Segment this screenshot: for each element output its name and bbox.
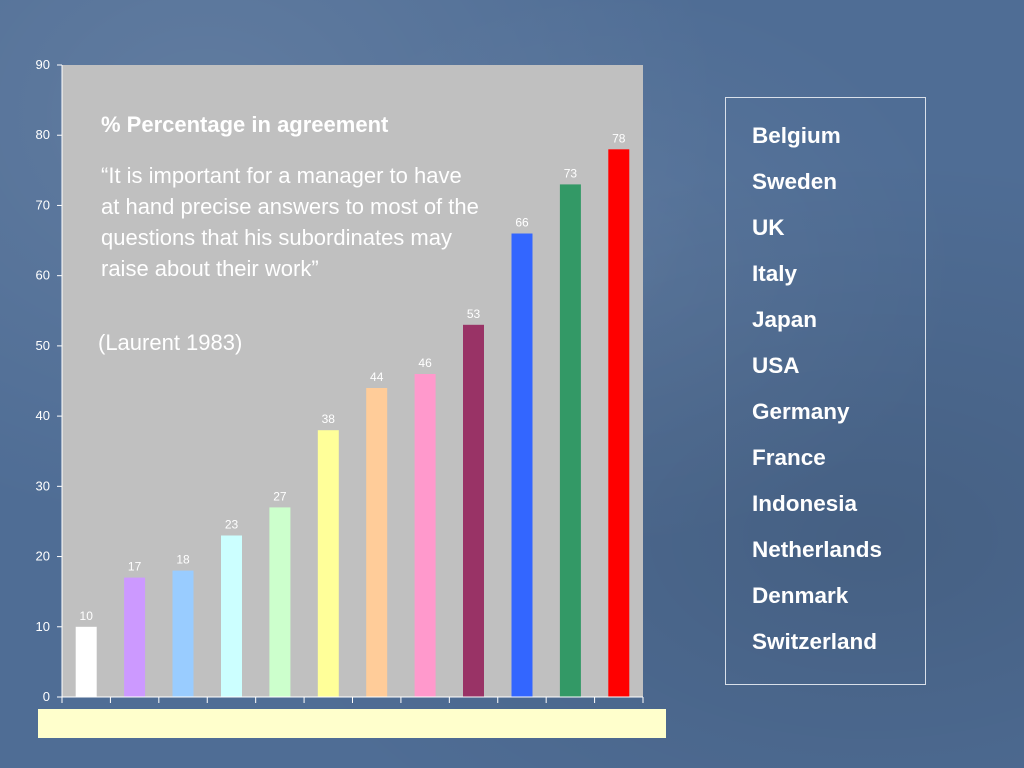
y-tick-label: 80 bbox=[36, 127, 50, 142]
bar-italy bbox=[221, 535, 242, 697]
value-label: 66 bbox=[515, 216, 529, 230]
legend-item: Indonesia bbox=[752, 491, 858, 516]
y-tick-label: 60 bbox=[36, 268, 50, 283]
legend-item: Germany bbox=[752, 399, 850, 424]
bar-uk bbox=[172, 570, 194, 697]
value-label: 73 bbox=[564, 166, 578, 180]
value-label: 53 bbox=[467, 307, 481, 321]
chart-title: % Percentage in agreement bbox=[101, 112, 389, 137]
chart-quote: “It is important for a manager to have a… bbox=[101, 163, 479, 281]
bar-indonesia bbox=[463, 324, 484, 697]
y-tick-label: 70 bbox=[36, 197, 50, 212]
legend-item: Japan bbox=[752, 307, 818, 332]
value-label: 23 bbox=[225, 518, 239, 532]
value-label: 18 bbox=[176, 553, 190, 567]
axes: 0 10 20 30 40 50 60 70 80 90 bbox=[36, 57, 644, 704]
legend-item: Netherlands bbox=[752, 537, 883, 562]
bar-japan bbox=[269, 507, 291, 697]
bar-belgium bbox=[75, 626, 97, 697]
legend-item: Switzerland bbox=[752, 629, 878, 654]
y-tick-label: 50 bbox=[36, 338, 50, 353]
bar-usa bbox=[317, 430, 339, 697]
y-tick-label: 10 bbox=[36, 619, 50, 634]
y-tick-label: 30 bbox=[36, 478, 50, 493]
bar-sweden bbox=[124, 577, 146, 697]
y-tick-label: 90 bbox=[36, 57, 50, 72]
value-label: 10 bbox=[80, 609, 94, 623]
y-tick-label: 0 bbox=[43, 689, 50, 704]
category-axis-strip bbox=[38, 709, 666, 738]
legend-item: Belgium bbox=[752, 123, 841, 148]
y-tick-label: 20 bbox=[36, 549, 50, 564]
legend-item: Italy bbox=[752, 261, 798, 286]
bar-denmark bbox=[559, 184, 581, 697]
legend-item: Denmark bbox=[752, 583, 849, 608]
value-label: 38 bbox=[322, 412, 336, 426]
legend-item: France bbox=[752, 445, 826, 470]
bars bbox=[75, 149, 630, 698]
value-label: 46 bbox=[418, 356, 432, 370]
bar-germany bbox=[366, 388, 388, 697]
legend-item: UK bbox=[752, 215, 785, 240]
bar-switzerland bbox=[608, 149, 630, 698]
legend-item: Sweden bbox=[752, 169, 838, 194]
legend-item: USA bbox=[752, 353, 800, 378]
bar-france bbox=[414, 374, 436, 697]
y-tick-label: 40 bbox=[36, 408, 50, 423]
bar-netherlands bbox=[511, 233, 533, 697]
chart-citation: (Laurent 1983) bbox=[98, 330, 243, 355]
plot-area-background bbox=[62, 65, 643, 697]
value-label: 78 bbox=[612, 131, 626, 145]
data-labels: 10 17 18 23 27 38 44 46 53 66 73 78 bbox=[80, 131, 626, 623]
country-legend: Belgium Sweden UK Italy Japan USA German… bbox=[725, 97, 926, 685]
value-label: 44 bbox=[370, 370, 384, 384]
value-label: 17 bbox=[128, 560, 142, 574]
value-label: 27 bbox=[273, 489, 287, 503]
